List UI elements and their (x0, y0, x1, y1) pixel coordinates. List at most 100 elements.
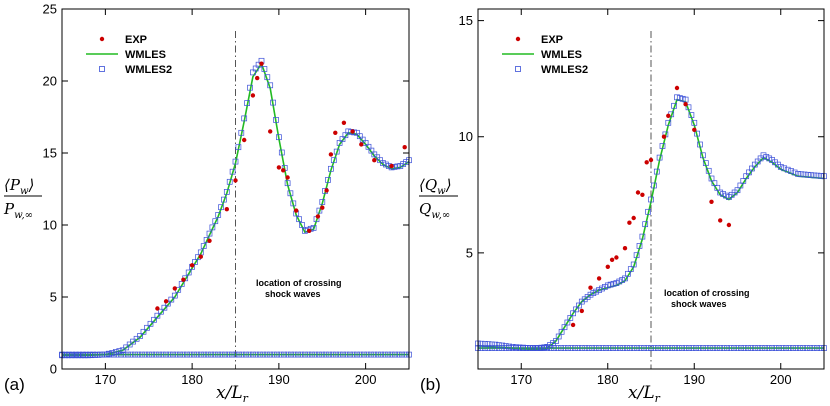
panel-b-series-exp-point (635, 190, 641, 195)
panel-a-series-wmles2-point (212, 218, 219, 225)
panel-b-annotation-line1: location of crossing (664, 288, 750, 298)
panel-b-ytick-label: 10 (459, 129, 473, 144)
panel-b: 170 180 190 200 5 10 15 EXP WMLES WMLES2 locatio… (419, 8, 827, 405)
panel-b-series-wmles-baseline-point (561, 345, 568, 351)
panel-a-series-wmles-baseline-point (86, 351, 93, 358)
panel-b-legend-wmles2-label: WMLES2 (541, 64, 588, 76)
panel-b-series-wmles-baseline-point (478, 345, 485, 351)
panel-b-series-wmles-baseline-point (568, 345, 575, 351)
panel-a-series-wmles2-point (261, 66, 268, 72)
panel-b-series-wmles2-point (570, 310, 576, 317)
panel-b-xtick-label: 200 (770, 372, 792, 387)
panel-a-series-wmles-baseline-point (329, 351, 336, 358)
panel-a-series-wmles-baseline-point (315, 351, 322, 358)
panel-b-series-wmles2-point (596, 287, 602, 293)
panel-a-series-wmles-baseline-point (260, 351, 267, 358)
panel-b-series-wmles2-point (633, 252, 640, 259)
panel-a-series-exp-point (402, 145, 407, 150)
panel-a-series-exp-point (285, 175, 290, 180)
panel-b-series-wmles2-point (555, 333, 562, 340)
panel-b-series-wmles2-point (740, 178, 747, 184)
panel-b-series-wmles2-point (708, 175, 715, 182)
panel-a-series-wmles-baseline-point (159, 351, 166, 358)
panel-b-series-wmles2-point (671, 102, 677, 109)
panel-b-series-wmles-baseline-point (648, 345, 654, 351)
panel-b-series-wmles-baseline-point (516, 345, 523, 351)
panel-b-series-wmles-baseline-point (506, 345, 512, 351)
panel-b-series-exp-point (609, 257, 615, 262)
panel-a-series-wmles2-point (325, 177, 331, 183)
panel-a-series-wmles2-point (316, 207, 323, 214)
panel-a-series-wmles-baseline-point (163, 351, 169, 358)
panel-a-series-wmles-baseline-point (166, 351, 173, 358)
panel-a-series-wmles2-point (154, 312, 161, 319)
panel-b-series-wmles2-point (751, 161, 758, 168)
panel-a-series-exp-point (389, 163, 394, 169)
panel-a-series-wmles-baseline-point (142, 351, 149, 358)
panel-a-series-wmles-baseline-point (173, 351, 180, 358)
panel-a-series-wmles-baseline-point (156, 351, 163, 358)
panel-b-series-wmles-baseline-point (696, 345, 703, 351)
panel-a-series-exp-point (242, 137, 247, 143)
panel-b-series-wmles2-point (694, 130, 700, 137)
panel-b-series-wmles2-point (781, 165, 788, 172)
panel-b-series-exp-point (570, 322, 576, 328)
panel-a-series-wmles-baseline-point (288, 351, 294, 358)
panel-a-series-wmles2-point (218, 204, 224, 211)
panel-a-series-exp-point (189, 263, 195, 268)
panel-a-series-wmles-baseline-point (211, 351, 218, 358)
panel-a-series-wmles-baseline-point (225, 351, 232, 358)
panel-a-series-exp-point (233, 178, 238, 183)
panel-b-series-wmles-baseline-point (741, 345, 748, 351)
panel-b-xlabel: x/Lr (628, 383, 661, 405)
panel-a-series-exp-point (281, 168, 286, 173)
panel-a-series-wmles-baseline-point (319, 351, 326, 358)
panel-a-series-wmles2-point (215, 212, 222, 218)
panel-a-series-exp-point (207, 238, 212, 243)
panel-b-series-wmles2-point (645, 208, 651, 215)
panel-b-series-wmles2-point (558, 328, 565, 335)
panel-a-legend-exp-label: EXP (125, 34, 147, 46)
panel-b-series-wmles-baseline-point (637, 345, 644, 351)
panel-a-series-wmles-baseline-point (114, 351, 121, 358)
panel-a-xtick-label: 170 (95, 372, 117, 387)
panel-b-series-wmles-baseline-point (558, 345, 564, 351)
panel-a-series-wmles2-point (359, 136, 366, 143)
panel-b-series-wmles2-point (788, 168, 794, 174)
panel-a-series-wmles2-point (400, 161, 407, 167)
panel-a-series-wmles-baseline-point (180, 351, 187, 358)
panel-a-series-wmles2-point (287, 190, 294, 197)
panel-b-series-wmles-baseline-point (710, 345, 717, 351)
panel-b-series-exp-point (627, 220, 632, 225)
panel-b-series-wmles2-point (627, 266, 634, 272)
panel-a-series-wmles2-point (235, 144, 242, 151)
panel-b-series-wmles2-point (702, 160, 709, 166)
panel-a-series-wmles-baseline-point (385, 351, 392, 358)
panel-b-series-wmles-baseline-point (547, 345, 554, 351)
panel-b-series-wmles-baseline-point (565, 345, 571, 351)
panel-a-series-wmles-baseline-point (263, 351, 270, 358)
panel-a-series-wmles-baseline-point (284, 351, 291, 358)
panel-b-series-exp-point (631, 215, 636, 221)
panel-a-series-wmles-baseline-point (302, 351, 308, 358)
panel-a-series-wmles2-point (270, 99, 276, 106)
panel-b-series-exp-point (579, 308, 584, 314)
panel-a-series-wmles-baseline-point (218, 351, 225, 358)
panel-a-series-wmles-baseline-point (191, 351, 197, 358)
panel-b-series-wmles2-point (639, 233, 646, 240)
panel-b-series-wmles2-point (648, 196, 654, 203)
panel-a-series-wmles-baseline-point (111, 351, 117, 358)
panel-a-series-wmles2-point (330, 157, 337, 164)
panel-b-series-wmles2-point (593, 288, 600, 295)
panel-a-legend-wmles2-marker (99, 66, 105, 72)
panel-b-series-wmles-baseline-point (738, 345, 744, 351)
panel-b-ytick-label: 15 (459, 13, 473, 28)
panel-b-xtick-label: 170 (510, 372, 532, 387)
panel-b-series-exp-point (596, 276, 602, 281)
panel-b-series-wmles-baseline-point (803, 345, 810, 351)
panel-a-series-wmles2-point (244, 100, 250, 106)
panel-b-series-wmles-baseline-point (596, 345, 602, 351)
panel-a-series-wmles-baseline-point (107, 351, 114, 358)
panel-a-series-wmles-baseline-point (277, 351, 284, 358)
